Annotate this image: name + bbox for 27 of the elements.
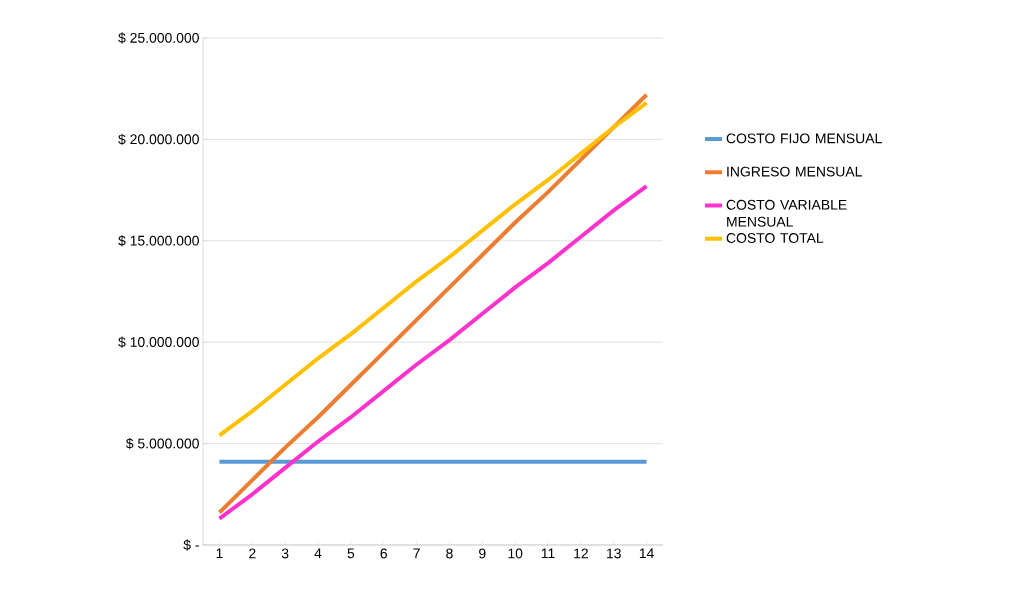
x-tick-label: 14	[639, 548, 654, 559]
x-tick-label: 8	[446, 548, 453, 559]
x-tick-label: 1	[216, 548, 223, 559]
x-tick-label: 11	[541, 548, 555, 559]
x-tick-label: 9	[479, 548, 486, 559]
legend-label: INGRESO MENSUAL	[727, 166, 862, 177]
x-tick-label: 10	[508, 548, 523, 559]
line-series	[217, 92, 649, 515]
x-tick-label: 5	[347, 548, 355, 559]
x-tick-label: 13	[607, 548, 621, 559]
y-tick-label: $ 20.000.000	[118, 133, 199, 146]
legend-label: COSTO TOTAL	[726, 233, 824, 243]
x-tick-label: 3	[281, 548, 289, 559]
x-tick-label: 6	[380, 548, 387, 559]
y-tick-label: $ 25.000.000	[118, 32, 199, 44]
x-tick-label: 4	[314, 548, 322, 559]
x-tick-label: 2	[249, 548, 256, 559]
y-tick-label: $ 5.000.000	[125, 437, 199, 450]
line-series	[217, 184, 649, 521]
y-tick-label: $ 15.000.000	[118, 235, 199, 247]
y-tick-label: $ 10.000.000	[118, 336, 199, 348]
legend-label: COSTO VARIABLE MENSUAL	[726, 199, 847, 227]
x-tick-label: 7	[413, 548, 420, 559]
line-series	[217, 100, 649, 438]
legend-label: COSTO FIJO MENSUAL	[726, 133, 882, 144]
y-tick-label: $ -	[183, 539, 199, 551]
x-tick-label: 12	[574, 548, 588, 559]
